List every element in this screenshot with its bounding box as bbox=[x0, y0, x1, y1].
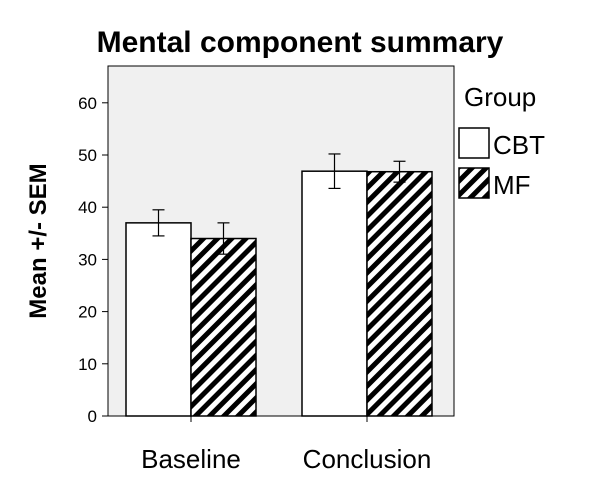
x-category-label: Baseline bbox=[141, 444, 241, 474]
x-axis-labels: Baseline Conclusion bbox=[141, 416, 431, 474]
y-axis-title: Mean +/- SEM bbox=[25, 163, 52, 318]
y-axis: 0 10 20 30 40 50 60 bbox=[78, 94, 108, 426]
legend-label-mf: MF bbox=[493, 170, 531, 200]
y-tick-label: 20 bbox=[78, 303, 97, 322]
y-tick-label: 10 bbox=[78, 355, 97, 374]
y-tick-label: 50 bbox=[78, 146, 97, 165]
error-bar-mf-baseline bbox=[217, 222, 230, 255]
bar-mf-conclusion bbox=[366, 170, 433, 417]
y-tick-label: 30 bbox=[78, 250, 97, 269]
x-category-label: Conclusion bbox=[303, 444, 432, 474]
error-bar-mf-conclusion bbox=[393, 160, 406, 183]
error-bar-cbt-baseline bbox=[152, 209, 165, 237]
y-tick-label: 60 bbox=[78, 94, 97, 113]
legend: Group CBT MF bbox=[458, 82, 545, 200]
legend-title: Group bbox=[464, 82, 536, 112]
error-bars bbox=[152, 153, 406, 255]
error-bar-cbt-conclusion bbox=[328, 153, 341, 190]
chart-title: Mental component summary bbox=[97, 26, 504, 59]
bar-cbt-conclusion bbox=[301, 170, 368, 417]
legend-label-cbt: CBT bbox=[493, 130, 545, 160]
y-tick-label: 40 bbox=[78, 198, 97, 217]
legend-swatch-mf bbox=[458, 167, 490, 199]
y-tick-label: 0 bbox=[88, 407, 97, 426]
legend-swatch-cbt bbox=[458, 127, 490, 159]
bars bbox=[125, 170, 433, 417]
bar-mf-baseline bbox=[190, 237, 257, 417]
bar-cbt-baseline bbox=[125, 222, 192, 417]
